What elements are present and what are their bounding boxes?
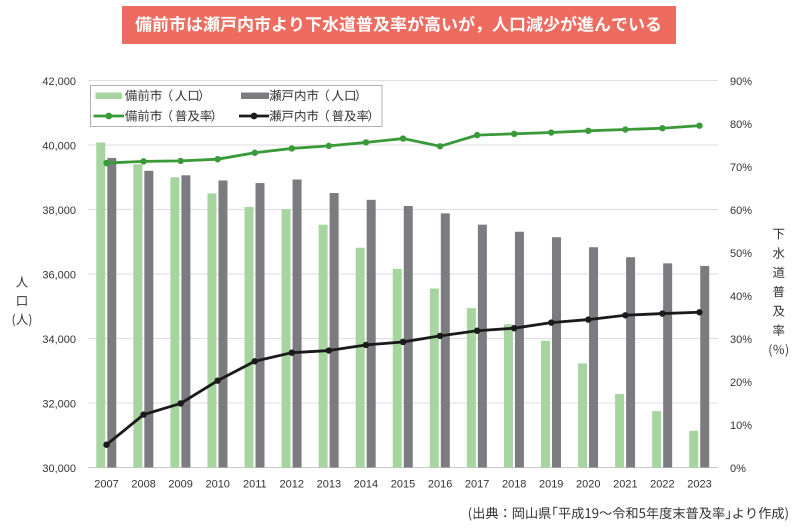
- svg-text:2013: 2013: [317, 478, 341, 490]
- svg-text:2010: 2010: [205, 478, 229, 490]
- svg-text:32,000: 32,000: [42, 398, 76, 410]
- svg-text:40%: 40%: [730, 291, 752, 303]
- svg-text:2021: 2021: [613, 478, 637, 490]
- svg-text:2015: 2015: [391, 478, 415, 490]
- svg-text:2019: 2019: [539, 478, 563, 490]
- svg-text:2012: 2012: [280, 478, 304, 490]
- svg-text:38,000: 38,000: [42, 205, 76, 217]
- svg-text:50%: 50%: [730, 248, 752, 260]
- svg-text:2007: 2007: [94, 478, 118, 490]
- svg-text:2023: 2023: [687, 478, 711, 490]
- svg-text:2020: 2020: [576, 478, 600, 490]
- svg-text:2008: 2008: [131, 478, 155, 490]
- svg-text:40,000: 40,000: [42, 140, 76, 152]
- svg-text:10%: 10%: [730, 420, 752, 432]
- svg-text:0%: 0%: [730, 463, 746, 475]
- svg-text:2011: 2011: [243, 478, 267, 490]
- svg-text:70%: 70%: [730, 162, 752, 174]
- svg-text:80%: 80%: [730, 119, 752, 131]
- svg-text:2017: 2017: [465, 478, 489, 490]
- svg-text:34,000: 34,000: [42, 334, 76, 346]
- svg-text:36,000: 36,000: [42, 269, 76, 281]
- svg-text:60%: 60%: [730, 205, 752, 217]
- svg-text:30%: 30%: [730, 334, 752, 346]
- svg-text:90%: 90%: [730, 76, 752, 88]
- svg-text:2018: 2018: [502, 478, 526, 490]
- svg-text:2016: 2016: [428, 478, 452, 490]
- svg-text:30,000: 30,000: [42, 463, 76, 475]
- svg-text:20%: 20%: [730, 377, 752, 389]
- svg-text:2014: 2014: [354, 478, 378, 490]
- svg-text:2009: 2009: [168, 478, 192, 490]
- svg-text:42,000: 42,000: [42, 76, 76, 88]
- svg-text:2022: 2022: [650, 478, 674, 490]
